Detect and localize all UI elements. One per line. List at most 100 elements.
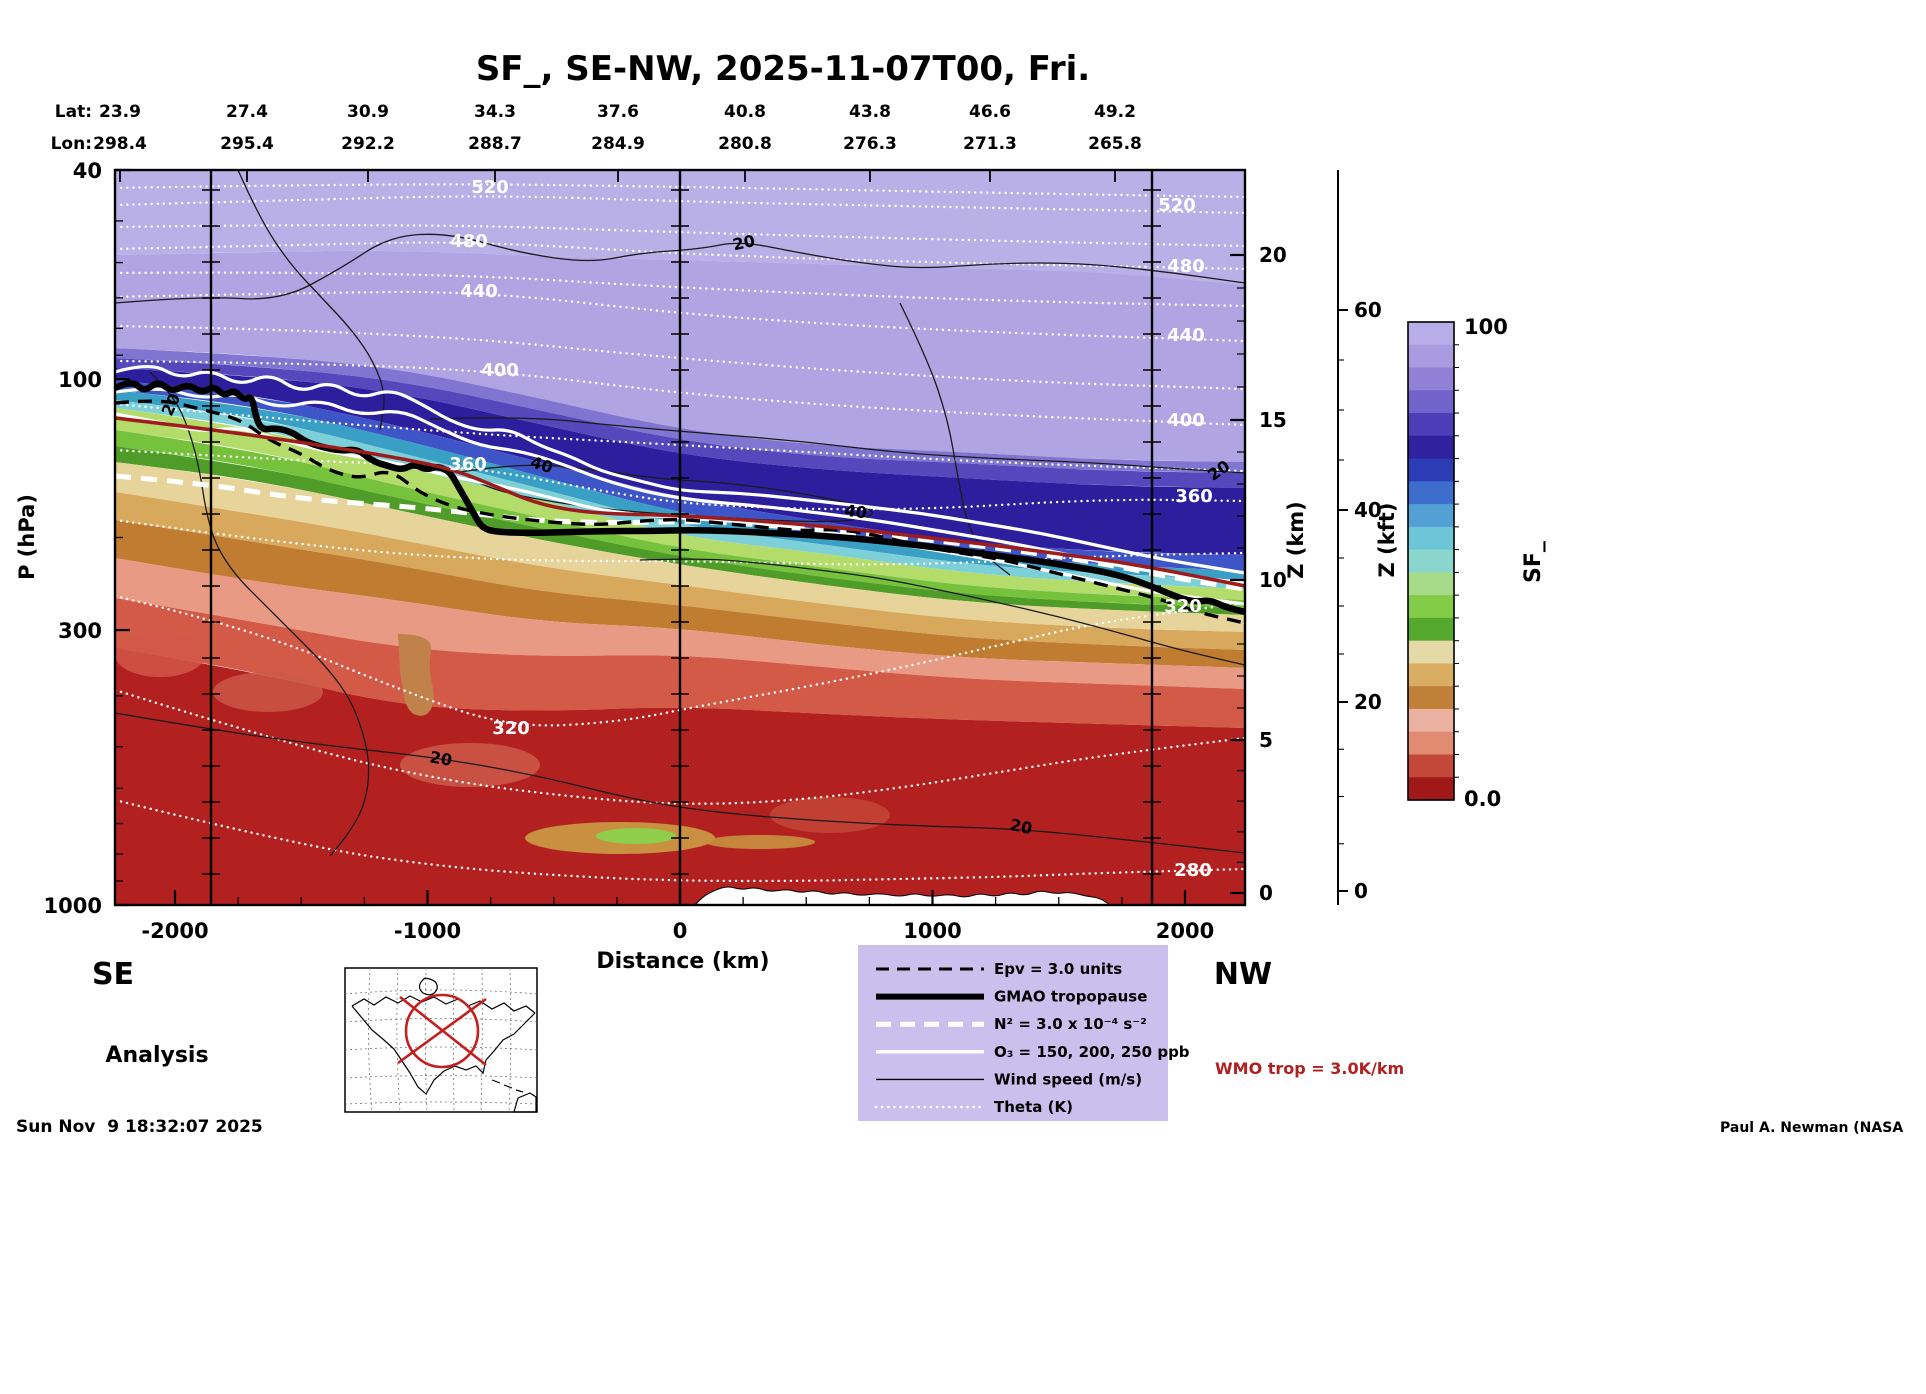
- sf-patch: [400, 743, 540, 787]
- pressure-axis-title: P (hPa): [15, 494, 39, 580]
- legend-label: O₃ = 150, 200, 250 ppb: [994, 1043, 1190, 1061]
- sf-band: [115, 462, 1245, 632]
- wind-contours: [115, 170, 1245, 857]
- zkft-axis: [1337, 170, 1348, 905]
- colorbar: [1407, 321, 1459, 801]
- trop-contours: [115, 380, 1245, 616]
- lat-value: 27.4: [226, 102, 268, 122]
- sf-patch: [213, 672, 323, 712]
- p-tick-label: 300: [58, 619, 102, 643]
- colorbar-step: [1408, 708, 1454, 733]
- zkm-tick-label: 20: [1259, 243, 1287, 267]
- colorbar-step: [1408, 572, 1454, 596]
- zkft-tick-label: 40: [1354, 498, 1382, 522]
- map-frame: [344, 967, 538, 1113]
- theta-label: 400: [1167, 410, 1205, 431]
- lat-axis-label: Lat:: [55, 102, 92, 122]
- lon-axis-label: Lon:: [51, 134, 92, 154]
- sf-field: [115, 170, 1245, 905]
- map-coastline: [351, 977, 537, 1113]
- theta-contour-line: [115, 688, 1245, 805]
- sf-band: [115, 390, 1245, 580]
- theta-label: 360: [449, 454, 487, 475]
- analysis-label: Analysis: [105, 1043, 208, 1068]
- zkm-tick-label: 0: [1259, 881, 1273, 905]
- static-labels: SF_, SE-NW, 2025-11-07T00, Fri. Lat: Lon…: [15, 49, 1903, 1137]
- zkft-tick-label: 0: [1354, 879, 1368, 903]
- sf-band: [115, 492, 1245, 650]
- wind-contour-line: [149, 371, 370, 857]
- wmo-contour-line: [115, 416, 1245, 588]
- theta-contours: [115, 183, 1245, 883]
- zkm-axis-title: Z (km): [1284, 501, 1308, 579]
- colorbar-min-label: 0.0: [1464, 787, 1501, 811]
- theta-label: 320: [492, 718, 530, 739]
- lon-value: 298.4: [93, 134, 147, 154]
- lat-value: 34.3: [474, 102, 516, 122]
- wind-label: 20: [1008, 815, 1034, 838]
- sf-band: [115, 358, 1245, 488]
- wind-label: 20: [731, 231, 757, 254]
- sf-patch: [596, 828, 676, 844]
- theta-contour-line: [115, 594, 1245, 727]
- lon-value: 265.8: [1088, 134, 1142, 154]
- theta-label: 360: [1175, 486, 1213, 507]
- o3-contour-line: [115, 387, 1245, 585]
- p-tick-label: 100: [58, 368, 102, 392]
- contour-overlays: [115, 170, 1245, 905]
- theta-contour-line: [115, 402, 1245, 473]
- n2-contour-line: [115, 473, 1245, 592]
- wind-contour-line: [115, 233, 1245, 304]
- wind-contour-line: [639, 558, 1245, 666]
- wmo-trop-note: WMO trop = 3.0K/km: [1215, 1059, 1404, 1078]
- colorbar-step: [1408, 481, 1454, 505]
- lat-value: 23.9: [99, 102, 141, 122]
- lon-value: 271.3: [963, 134, 1017, 154]
- wmo-contours: [115, 416, 1245, 588]
- colorbar-step: [1408, 322, 1454, 346]
- sf-band: [115, 380, 1245, 571]
- zkm-tick-label: 15: [1259, 408, 1287, 432]
- theta-contour-line: [115, 290, 1245, 343]
- colorbar-step: [1408, 663, 1454, 687]
- theta-label: 520: [1158, 195, 1196, 216]
- zkft-tick-label: 20: [1354, 690, 1382, 714]
- sf-patch: [705, 835, 815, 849]
- colorbar-step: [1408, 458, 1454, 482]
- plot-frame: [113, 168, 1247, 907]
- legend: Epv = 3.0 units GMAO tropopause N² = 3.0 x…: [858, 945, 1190, 1121]
- timestamp: Sun Nov 9 18:32:07 2025: [16, 1117, 263, 1137]
- epv-contour-line: [115, 399, 1245, 625]
- p-tick-label: 1000: [44, 894, 102, 918]
- reference-lines: [202, 170, 1161, 905]
- x-tick-label: 2000: [1156, 919, 1214, 943]
- wind-contour-line: [237, 170, 385, 431]
- sf-band: [115, 400, 1245, 589]
- theta-label: 440: [460, 281, 498, 302]
- map-marker-circle: [404, 993, 480, 1069]
- legend-label: Theta (K): [994, 1098, 1073, 1116]
- theta-contour-line: [115, 241, 1245, 271]
- sf-band: [115, 558, 1245, 689]
- corner-label-nw: NW: [1214, 957, 1272, 992]
- zkft-tick-label: 60: [1354, 298, 1382, 322]
- zkm-tick-label: 10: [1259, 568, 1287, 592]
- lat-value: 49.2: [1094, 102, 1136, 122]
- sf-band: [115, 520, 1245, 668]
- legend-label: Wind speed (m/s): [994, 1070, 1142, 1088]
- colorbar-border: [1407, 321, 1455, 801]
- theta-label: 400: [481, 360, 519, 381]
- chart-dynamic-content: 5205204804804404404004003603603203202802…: [44, 102, 1459, 1121]
- colorbar-step: [1408, 617, 1454, 642]
- sf-patch: [115, 633, 205, 677]
- theta-label: 440: [1167, 325, 1205, 346]
- colorbar-step: [1408, 526, 1454, 551]
- lat-value: 40.8: [724, 102, 766, 122]
- lat-value: 46.6: [969, 102, 1011, 122]
- legend-box: [858, 945, 1168, 1121]
- chart-title: SF_, SE-NW, 2025-11-07T00, Fri.: [476, 49, 1090, 89]
- colorbar-step: [1408, 777, 1454, 801]
- lon-value: 284.9: [591, 134, 645, 154]
- n2-contours: [115, 473, 1245, 592]
